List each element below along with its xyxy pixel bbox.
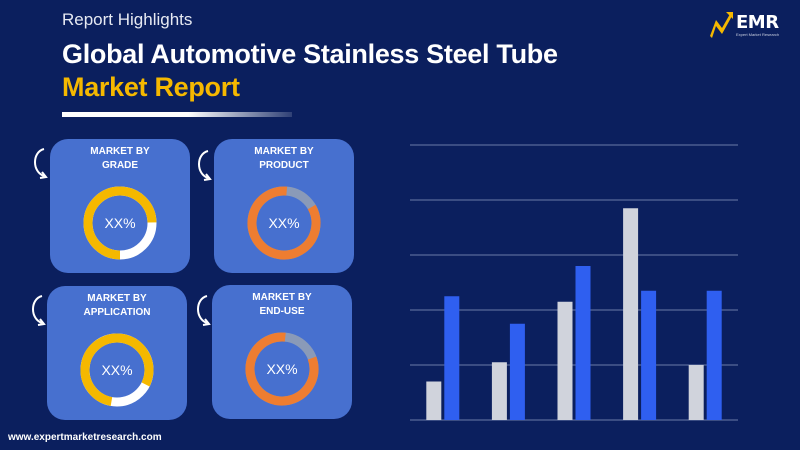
bar: [557, 301, 573, 420]
bar: [641, 290, 657, 420]
bar: [509, 323, 525, 420]
logo-mark-icon: [710, 12, 733, 38]
bar-chart: [410, 144, 738, 421]
bar: [623, 208, 639, 420]
card-market-by-product: MARKET BY PRODUCT XX%: [214, 139, 354, 273]
footer-url: www.expertmarketresearch.com: [8, 432, 162, 443]
page-title: Global Automotive Stainless Steel Tube M…: [62, 38, 558, 104]
donut-ring: [83, 186, 157, 260]
bar: [688, 365, 704, 420]
card-label-line1: MARKET BY: [87, 293, 147, 304]
title-underline: [62, 112, 292, 117]
bar: [426, 381, 442, 420]
card-market-by-end-use: MARKET BY END-USE XX%: [212, 285, 352, 419]
card-label-line2: END-USE: [259, 306, 305, 317]
card-label-line1: MARKET BY: [252, 292, 312, 303]
card-market-by-application: MARKET BY APPLICATION XX%: [47, 286, 187, 420]
donut-value: XX%: [268, 215, 300, 231]
bar: [491, 362, 507, 420]
donut-ring: [245, 332, 319, 406]
curl-arrow-icon: [197, 295, 211, 326]
donut-value: XX%: [266, 361, 298, 377]
card-label-line2: GRADE: [101, 160, 139, 171]
card-label-line1: MARKET BY: [90, 146, 150, 157]
card-label-line2: APPLICATION: [83, 307, 151, 318]
card-label: MARKET BY END-USE: [212, 291, 352, 319]
bar: [575, 266, 591, 420]
bar: [706, 290, 722, 420]
title-line-1: Global Automotive Stainless Steel Tube: [62, 39, 558, 69]
card-label: MARKET BY APPLICATION: [47, 292, 187, 320]
report-subtitle: Report Highlights: [62, 10, 193, 29]
donut-value: XX%: [101, 362, 133, 378]
card-label: MARKET BY PRODUCT: [214, 145, 354, 173]
curl-arrow-icon: [34, 148, 48, 179]
card-label-line1: MARKET BY: [254, 146, 314, 157]
logo-tagline: Expert Market Research: [736, 32, 780, 37]
donut-ring: [247, 186, 321, 260]
curl-arrow-icon: [198, 150, 212, 181]
card-label-line2: PRODUCT: [259, 160, 309, 171]
donut-ring: [80, 333, 154, 407]
curl-arrow-icon: [32, 295, 46, 326]
donut-value: XX%: [104, 215, 136, 231]
title-line-2: Market Report: [62, 72, 240, 102]
bar: [444, 296, 460, 420]
card-market-by-grade: MARKET BY GRADE XX%: [50, 139, 190, 273]
card-label: MARKET BY GRADE: [50, 145, 190, 173]
logo-text: EMR: [736, 12, 779, 33]
emr-logo: EMR Expert Market Research: [706, 8, 786, 40]
